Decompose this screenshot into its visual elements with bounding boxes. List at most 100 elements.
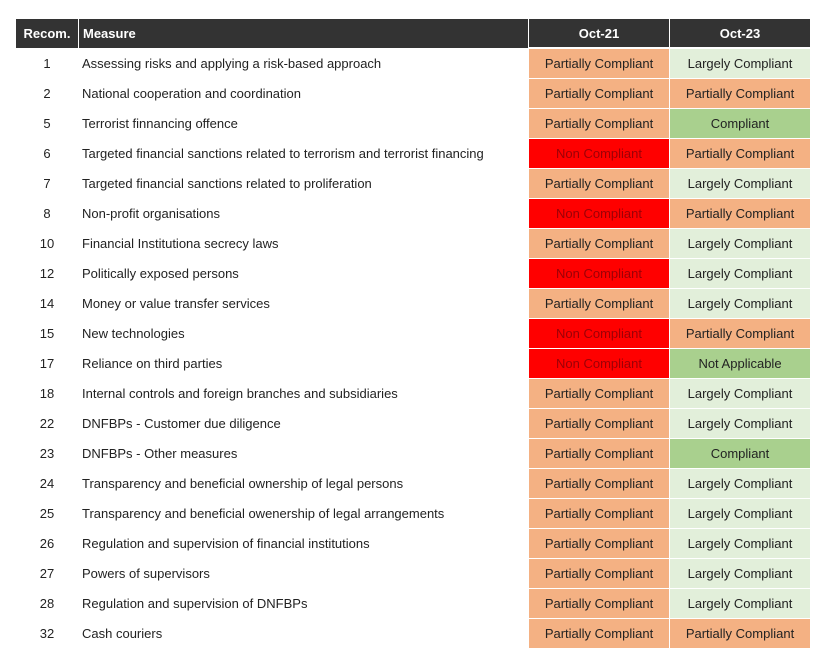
status-cell: Largely Compliant — [669, 469, 810, 499]
status-cell: Partially Compliant — [528, 589, 669, 619]
table-row: 12 Politically exposed persons Non Complia… — [16, 259, 810, 289]
table-row: 17 Reliance on third parties Non Compliant… — [16, 349, 810, 379]
status-cell: Partially Compliant — [528, 619, 669, 649]
recom-cell: 1 — [43, 56, 51, 71]
status-cell: Largely Compliant — [669, 289, 810, 319]
recom-cell: 8 — [43, 206, 51, 221]
table-row: 27 Powers of supervisors Partially Complia… — [16, 559, 810, 589]
table-row: 8 Non-profit organisations Non Compliant Pa… — [16, 199, 810, 229]
header-cell: Recom. — [16, 19, 78, 48]
recom-cell: 24 — [39, 476, 55, 491]
measure-cell: Financial Institutiona secrecy laws — [82, 236, 279, 251]
recom-cell: 14 — [39, 296, 55, 311]
status-cell: Partially Compliant — [528, 169, 669, 199]
status-cell: Partially Compliant — [528, 79, 669, 109]
measure-cell: Transparency and beneficial owenership o… — [82, 506, 445, 521]
status-cell: Partially Compliant — [669, 199, 810, 229]
measure-cell: Assessing risks and applying a risk-base… — [82, 56, 382, 71]
table-row: 24 Transparency and beneficial ownership … — [16, 469, 810, 499]
status-cell: Partially Compliant — [669, 79, 810, 109]
table-row: 5 Terrorist finnancing offence Partially C… — [16, 109, 810, 139]
table-row: 23 DNFBPs - Other measures Partially Compl… — [16, 439, 810, 469]
measure-cell: Cash couriers — [82, 626, 163, 641]
recom-cell: 15 — [39, 326, 55, 341]
recom-cell: 27 — [39, 566, 55, 581]
recom-cell: 10 — [39, 236, 55, 251]
measure-cell: Reliance on third parties — [82, 356, 223, 371]
measure-cell: Non-profit organisations — [82, 206, 221, 221]
recom-cell: 17 — [39, 356, 55, 371]
table-row: 28 Regulation and supervision of DNFBPs Pa… — [16, 589, 810, 619]
table-row: 2 National cooperation and coordination Pa… — [16, 79, 810, 109]
status-cell: Not Applicable — [669, 349, 810, 379]
measure-cell: Terrorist finnancing offence — [82, 116, 238, 131]
recom-cell: 12 — [39, 266, 55, 281]
status-cell: Partially Compliant — [528, 229, 669, 259]
table-row: 10 Financial Institutiona secrecy laws Par… — [16, 229, 810, 259]
measure-cell: Politically exposed persons — [82, 266, 239, 281]
status-cell: Largely Compliant — [669, 529, 810, 559]
measure-cell: Regulation and supervision of financial … — [82, 536, 370, 551]
recom-cell: 6 — [43, 146, 51, 161]
recom-cell: 25 — [39, 506, 55, 521]
measure-cell: Targeted financial sanctions related to … — [82, 146, 484, 161]
status-cell: Largely Compliant — [669, 589, 810, 619]
recom-cell: 22 — [39, 416, 55, 431]
status-cell: Compliant — [669, 439, 810, 469]
status-cell: Partially Compliant — [528, 379, 669, 409]
table-row: 22 DNFBPs - Customer due diligence Partial… — [16, 409, 810, 439]
status-cell: Non Compliant — [528, 139, 669, 169]
table-row: 14 Money or value transfer services Partia… — [16, 289, 810, 319]
status-cell: Compliant — [669, 109, 810, 139]
status-cell: Non Compliant — [528, 319, 669, 349]
header-cell: Oct-21 — [528, 19, 669, 48]
recom-cell: 5 — [43, 116, 51, 131]
table-row: 26 Regulation and supervision of financia… — [16, 529, 810, 559]
status-cell: Partially Compliant — [528, 439, 669, 469]
status-cell: Partially Compliant — [528, 499, 669, 529]
measure-cell: Targeted financial sanctions related to … — [82, 176, 372, 191]
status-cell: Largely Compliant — [669, 409, 810, 439]
status-cell: Partially Compliant — [669, 319, 810, 349]
table: Recom. Measure Oct-21 Oct-23 1 Assessing … — [16, 19, 810, 649]
table-row: 18 Internal controls and foreign branches… — [16, 379, 810, 409]
table-row: 6 Targeted financial sanctions related to… — [16, 139, 810, 169]
recom-cell: 18 — [39, 386, 55, 401]
status-cell: Partially Compliant — [528, 409, 669, 439]
measure-cell: DNFBPs - Customer due diligence — [82, 416, 281, 431]
header-row: Recom. Measure Oct-21 Oct-23 — [16, 19, 810, 49]
status-cell: Largely Compliant — [669, 559, 810, 589]
header-cell: Oct-23 — [669, 19, 810, 48]
status-cell: Largely Compliant — [669, 49, 810, 79]
table-row: 1 Assessing risks and applying a risk-bas… — [16, 49, 810, 79]
table-row: 7 Targeted financial sanctions related to… — [16, 169, 810, 199]
measure-cell: Regulation and supervision of DNFBPs — [82, 596, 308, 611]
recom-cell: 32 — [39, 626, 55, 641]
status-cell: Partially Compliant — [528, 469, 669, 499]
status-cell: Partially Compliant — [528, 289, 669, 319]
status-cell: Partially Compliant — [528, 529, 669, 559]
recom-cell: 28 — [39, 596, 55, 611]
status-cell: Largely Compliant — [669, 379, 810, 409]
recom-cell: 2 — [43, 86, 51, 101]
status-cell: Partially Compliant — [669, 139, 810, 169]
header-cell: Measure — [78, 19, 528, 48]
status-cell: Non Compliant — [528, 199, 669, 229]
table-row: 32 Cash couriers Partially Compliant Partia… — [16, 619, 810, 649]
status-cell: Largely Compliant — [669, 259, 810, 289]
measure-cell: DNFBPs - Other measures — [82, 446, 238, 461]
measure-cell: National cooperation and coordination — [82, 86, 301, 101]
recom-cell: 7 — [43, 176, 51, 191]
status-cell: Largely Compliant — [669, 499, 810, 529]
status-cell: Partially Compliant — [669, 619, 810, 649]
table-row: 15 New technologies Non Compliant Partially… — [16, 319, 810, 349]
status-cell: Partially Compliant — [528, 109, 669, 139]
recom-cell: 26 — [39, 536, 55, 551]
status-cell: Partially Compliant — [528, 49, 669, 79]
measure-cell: New technologies — [82, 326, 185, 341]
measure-cell: Transparency and beneficial ownership of… — [82, 476, 404, 491]
table-row: 25 Transparency and beneficial owenership… — [16, 499, 810, 529]
measure-cell: Money or value transfer services — [82, 296, 270, 311]
status-cell: Largely Compliant — [669, 229, 810, 259]
